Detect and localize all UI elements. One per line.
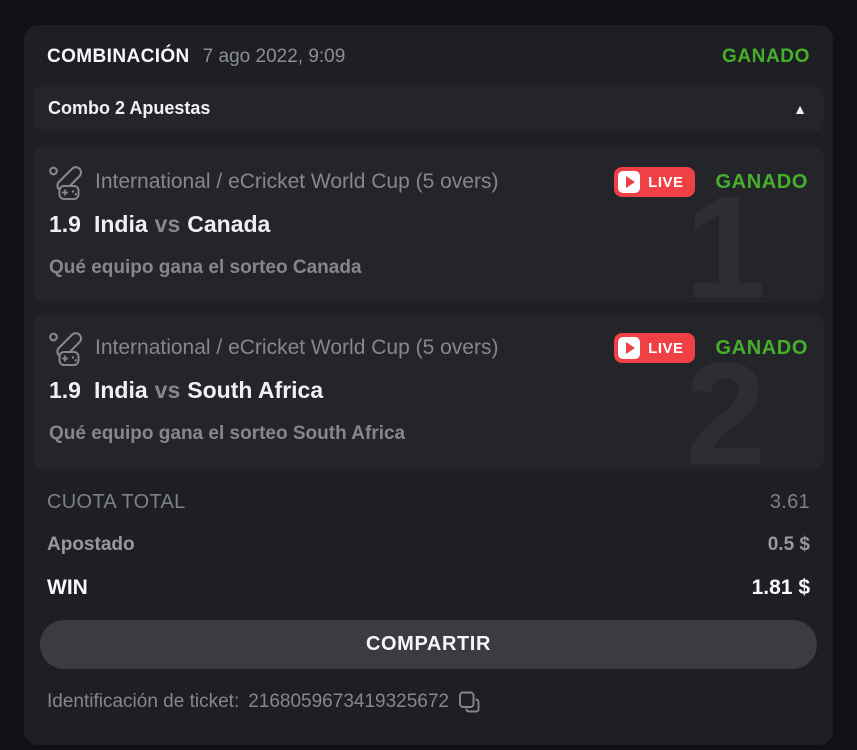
ticket-summary: CUOTA TOTAL 3.61 Apostado 0.5 $ WIN 1.81… (24, 479, 833, 600)
team-away: South Africa (187, 377, 324, 403)
win-value: 1.81 $ (751, 576, 810, 599)
play-icon (618, 337, 641, 359)
team-home: India (93, 211, 148, 237)
ticket-id-row: Identificación de ticket: 21680596734193… (24, 669, 833, 714)
bet-type-label: COMBINACIÓN (47, 46, 190, 67)
esports-cricket-icon (47, 330, 85, 366)
stake-label: Apostado (47, 534, 135, 555)
ticket-status-badge: GANADO (721, 46, 810, 67)
live-badge: LIVE (614, 167, 695, 197)
bet-card-2: 2 International / eCricket World Cup (5 … (33, 313, 824, 469)
bet-odds: 1.9 (49, 211, 81, 237)
live-label: LIVE (648, 339, 684, 357)
stake-row: Apostado 0.5 $ (47, 534, 810, 556)
stake-value: 0.5 $ (767, 534, 810, 555)
league-name: International / eCricket World Cup (5 ov… (95, 170, 499, 193)
bet-card-top-row: International / eCricket World Cup (5 ov… (47, 164, 808, 200)
copy-icon[interactable] (458, 690, 480, 714)
team-home: India (93, 377, 148, 403)
share-button[interactable]: COMPARTIR (40, 620, 817, 669)
bet-status-badge: GANADO (715, 336, 808, 359)
bet-date: 7 ago 2022, 9:09 (202, 46, 346, 67)
chevron-up-icon: ▲ (793, 100, 807, 117)
combo-toggle-row[interactable]: Combo 2 Apuestas ▲ (33, 85, 824, 132)
ticket-id-value: 2168059673419325672 (248, 691, 449, 712)
combo-label: Combo 2 Apuestas (48, 98, 211, 118)
team-away: Canada (187, 211, 271, 237)
market-selection: Qué equipo gana el sorteo Canada (49, 257, 362, 278)
bet-card-1: 1 International / eCricket World Cup (5 … (33, 147, 824, 303)
match-line: 1.9 India vs South Africa (49, 377, 808, 404)
vs-separator: vs (154, 377, 181, 403)
total-odds-row: CUOTA TOTAL 3.61 (47, 491, 810, 514)
vs-separator: vs (154, 211, 181, 237)
live-badge: LIVE (614, 333, 695, 363)
live-label: LIVE (648, 173, 684, 191)
ticket-id-label: Identificación de ticket: (47, 691, 240, 712)
bet-odds: 1.9 (49, 377, 81, 403)
win-label: WIN (47, 576, 88, 599)
ticket-header: COMBINACIÓN 7 ago 2022, 9:09 GANADO (24, 25, 833, 85)
market-selection: Qué equipo gana el sorteo South Africa (49, 423, 406, 444)
bet-status-badge: GANADO (715, 170, 808, 193)
play-icon (618, 171, 641, 193)
bet-ticket-card: COMBINACIÓN 7 ago 2022, 9:09 GANADO Comb… (24, 25, 833, 745)
match-line: 1.9 India vs Canada (49, 211, 808, 238)
league-name: International / eCricket World Cup (5 ov… (95, 336, 499, 359)
bet-card-top-row: International / eCricket World Cup (5 ov… (47, 330, 808, 366)
total-odds-label: CUOTA TOTAL (47, 491, 186, 513)
total-odds-value: 3.61 (769, 491, 810, 513)
esports-cricket-icon (47, 164, 85, 200)
win-row: WIN 1.81 $ (47, 576, 810, 600)
